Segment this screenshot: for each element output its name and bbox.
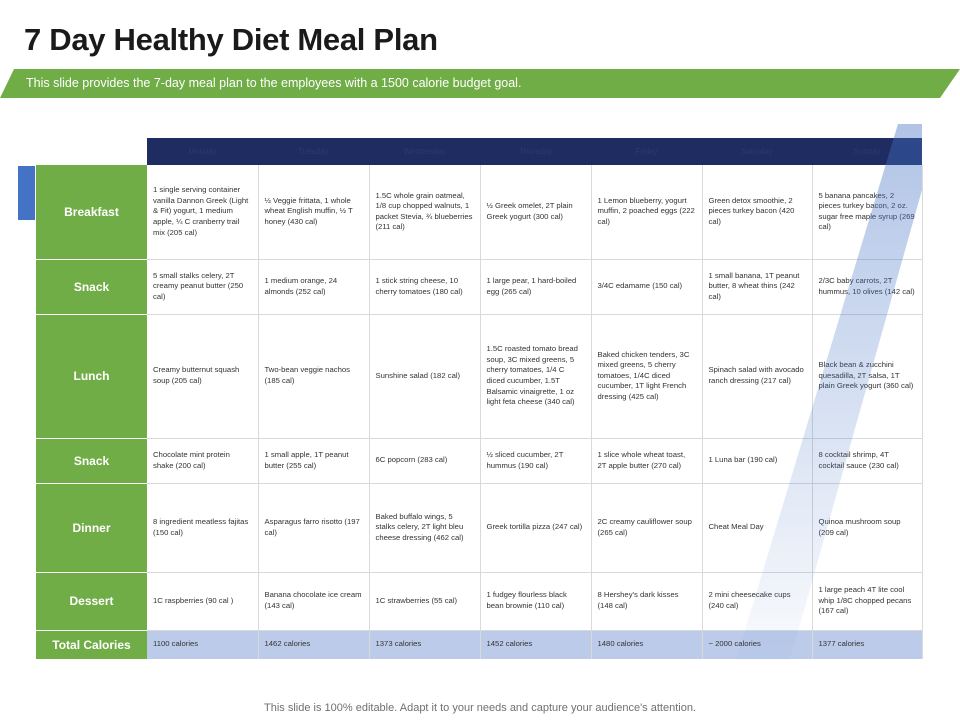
table-cell: 2C creamy cauliflower soup (265 cal) (591, 483, 703, 573)
table-cell: 1480 calories (591, 630, 703, 659)
table-cell: Spinach salad with avocado ranch dressin… (702, 314, 813, 439)
table-row: Snack Chocolate mint protein shake (200 … (36, 438, 923, 484)
day-header: Tuesday (258, 138, 369, 165)
table-cell: Greek tortilla pizza (247 cal) (480, 483, 592, 573)
table-cell: 1 medium orange, 24 almonds (252 cal) (258, 259, 370, 315)
table-cell: Baked chicken tenders, 3C mixed greens, … (591, 314, 703, 439)
table-cell: 6C popcorn (283 cal) (369, 438, 481, 484)
table-cell: 8 Hershey's dark kisses (148 cal) (591, 572, 703, 631)
table-row: Dessert 1C raspberries (90 cal ) Banana … (36, 572, 923, 631)
table-cell: Chocolate mint protein shake (200 cal) (147, 438, 259, 484)
table-cell: 1 Lemon blueberry, yogurt muffin, 2 poac… (591, 165, 703, 260)
table-cell: 5 small stalks celery, 2T creamy peanut … (147, 259, 259, 315)
table-cell: Sunshine salad (182 cal) (369, 314, 481, 439)
table-cell: 1 small banana, 1T peanut butter, 8 whea… (702, 259, 813, 315)
subtitle-text: This slide provides the 7-day meal plan … (26, 76, 522, 90)
table-cell: Baked buffalo wings, 5 stalks celery, 2T… (369, 483, 481, 573)
table-row: Breakfast 1 single serving container van… (36, 165, 923, 260)
table-cell: ½ sliced cucumber, 2T hummus (190 cal) (480, 438, 592, 484)
table-cell: 2 mini cheesecake cups (240 cal) (702, 572, 813, 631)
row-label-snack: Snack (36, 259, 147, 315)
day-header: Wednesday (369, 138, 480, 165)
header-corner (36, 138, 147, 165)
table-cell: 1373 calories (369, 630, 481, 659)
table-cell: 1462 calories (258, 630, 370, 659)
table-cell: 1 fudgey flourless black bean brownie (1… (480, 572, 592, 631)
table-cell: Quinoa mushroom soup (209 cal) (812, 483, 923, 573)
row-label-lunch: Lunch (36, 314, 147, 439)
table-cell: 1C raspberries (90 cal ) (147, 572, 259, 631)
table-cell: Black bean & zucchini quesadilla, 2T sal… (812, 314, 923, 439)
table-cell: 5 banana pancakes, 2 pieces turkey bacon… (812, 165, 923, 260)
table-cell: 1100 calories (147, 630, 259, 659)
row-label-dessert: Dessert (36, 572, 147, 631)
subtitle-banner: This slide provides the 7-day meal plan … (0, 69, 960, 98)
page-title: 7 Day Healthy Diet Meal Plan (24, 22, 438, 57)
day-header: Thursday (480, 138, 591, 165)
table-cell: ~ 2000 calories (702, 630, 813, 659)
table-cell: Two-bean veggie nachos (185 cal) (258, 314, 370, 439)
table-cell: Asparagus farro risotto (197 cal) (258, 483, 370, 573)
footer-note: This slide is 100% editable. Adapt it to… (264, 702, 696, 714)
table-row: Dinner 8 ingredient meatless fajitas (15… (36, 483, 923, 573)
row-label-snack: Snack (36, 438, 147, 484)
table-cell: 1 small apple, 1T peanut butter (255 cal… (258, 438, 370, 484)
row-label-dinner: Dinner (36, 483, 147, 573)
table-cell: 8 cocktail shrimp, 4T cocktail sauce (23… (812, 438, 923, 484)
table-cell: Creamy butternut squash soup (205 cal) (147, 314, 259, 439)
table-cell: 1 large pear, 1 hard-boiled egg (265 cal… (480, 259, 592, 315)
table-row: Snack 5 small stalks celery, 2T creamy p… (36, 259, 923, 315)
table-cell: 1452 calories (480, 630, 592, 659)
banner-shape (0, 69, 960, 98)
table-cell: Cheat Meal Day (702, 483, 813, 573)
table-cell: 1 single serving container vanilla Danno… (147, 165, 259, 260)
table-cell: 2/3C baby carrots, 2T hummus, 10 olives … (812, 259, 923, 315)
meal-plan-table: Monday Tuesday Wednesday Thursday Friday… (36, 138, 923, 660)
table-cell: 1 large peach 4T lite cool whip 1/8C cho… (812, 572, 923, 631)
table-cell: Green detox smoothie, 2 pieces turkey ba… (702, 165, 813, 260)
table-header-row: Monday Tuesday Wednesday Thursday Friday… (36, 138, 922, 165)
table-cell: 8 ingredient meatless fajitas (150 cal) (147, 483, 259, 573)
table-cell: 3/4C edamame (150 cal) (591, 259, 703, 315)
total-calories-row: Total Calories 1100 calories 1462 calori… (36, 630, 923, 660)
row-label-total-calories: Total Calories (36, 630, 147, 660)
table-cell: ½ Veggie frittata, 1 whole wheat English… (258, 165, 370, 260)
table-cell: 1.5C roasted tomato bread soup, 3C mixed… (480, 314, 592, 439)
day-header: Monday (147, 138, 258, 165)
table-cell: 1377 calories (812, 630, 923, 659)
day-header: Friday (591, 138, 702, 165)
table-cell: ½ Greek omelet, 2T plain Greek yogurt (3… (480, 165, 592, 260)
table-cell: 1.5C whole grain oatmeal, 1/8 cup choppe… (369, 165, 481, 260)
day-header: Sunday (812, 138, 922, 165)
table-cell: 1C strawberries (55 cal) (369, 572, 481, 631)
table-cell: 1 stick string cheese, 10 cherry tomatoe… (369, 259, 481, 315)
table-cell: 1 slice whole wheat toast, 2T apple butt… (591, 438, 703, 484)
day-header: Saturday (702, 138, 812, 165)
table-row: Lunch Creamy butternut squash soup (205 … (36, 314, 923, 439)
row-label-breakfast: Breakfast (36, 165, 147, 260)
table-cell: Banana chocolate ice cream (143 cal) (258, 572, 370, 631)
table-cell: 1 Luna bar (190 cal) (702, 438, 813, 484)
